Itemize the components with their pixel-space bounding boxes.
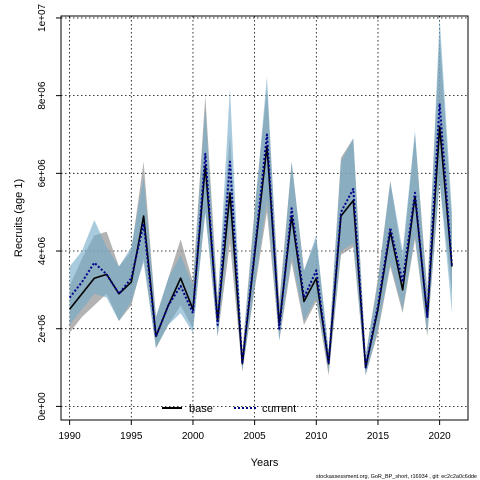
- x-tick-label: 2010: [305, 431, 328, 442]
- series-lines: [68, 102, 453, 369]
- line-current: [68, 102, 453, 369]
- x-tick-label: 1990: [59, 431, 82, 442]
- line-base: [69, 125, 453, 369]
- y-tick-label: 8e+06: [37, 81, 48, 110]
- y-tick-label: 2e+06: [37, 314, 48, 343]
- footer-credit: stockassessment.org, GoR_BP_short, r1693…: [316, 474, 477, 480]
- x-tick-label: 2020: [429, 431, 452, 442]
- y-axis-title: Recruits (age 1): [13, 179, 25, 257]
- x-tick-label: 2015: [367, 431, 390, 442]
- x-tick-label: 2000: [182, 431, 205, 442]
- x-axis-title: Years: [251, 457, 279, 469]
- plot-frame: [60, 15, 469, 421]
- x-tick-label: 2005: [244, 431, 267, 442]
- legend-base-label: base: [189, 403, 213, 415]
- x-tick-label: 1995: [120, 431, 143, 442]
- y-tick-label: 1e+07: [37, 3, 48, 32]
- grid-layer: [61, 16, 468, 420]
- axes: 1990 1995 2000 2005 2010 2015 2020 0e+00 2e+06 4e…: [37, 3, 451, 442]
- y-tick-label: 6e+06: [37, 159, 48, 188]
- y-tick-label: 0e+00: [37, 392, 48, 421]
- legend: base current: [162, 403, 296, 415]
- y-tick-label: 4e+06: [37, 237, 48, 266]
- legend-current-label: current: [262, 403, 296, 415]
